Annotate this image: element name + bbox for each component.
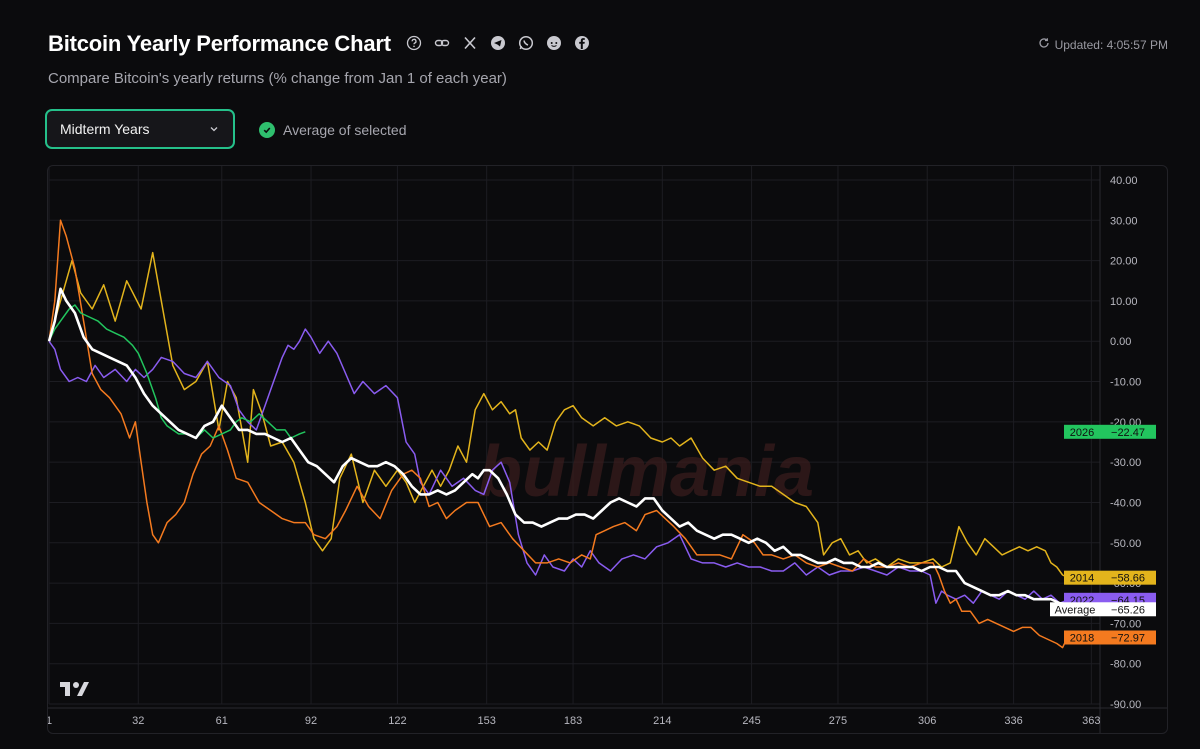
y-tick-label: -10.00 [1110, 377, 1141, 389]
tradingview-logo-icon [60, 682, 89, 696]
share-toolbar [406, 35, 590, 51]
year-group-select[interactable]: Midterm Years [45, 109, 235, 149]
x-tick-label: 336 [1004, 715, 1022, 727]
help-icon[interactable] [406, 35, 422, 51]
performance-chart[interactable]: bullmania 40.00 30.00 20.00 10.00 0.00 -10.00… [48, 166, 1167, 733]
whatsapp-icon[interactable] [518, 35, 534, 51]
y-tick-label: -80.00 [1110, 659, 1141, 671]
series-name-badge [1064, 424, 1100, 439]
series-name-badge [1050, 602, 1100, 617]
series-line-2018[interactable] [48, 219, 1069, 649]
series-value-badge [1100, 602, 1156, 617]
y-tick-label: -40.00 [1110, 497, 1141, 509]
series-value-badge [1100, 630, 1156, 645]
y-tick-label: -30.00 [1110, 457, 1141, 469]
y-tick-label: 10.00 [1110, 296, 1138, 308]
x-tick-label: 61 [216, 715, 228, 727]
x-tick-label: 92 [305, 715, 317, 727]
series-line-average[interactable] [48, 287, 1069, 606]
y-tick-label: 40.00 [1110, 175, 1138, 187]
telegram-icon[interactable] [490, 35, 506, 51]
x-axis: 1 32 61 92 122 153 183 214 245 275 306 336 363 [48, 715, 1101, 727]
y-tick-label: -50.00 [1110, 538, 1141, 550]
series-line-2026[interactable] [48, 304, 306, 439]
facebook-icon[interactable] [574, 35, 590, 51]
page-subtitle: Compare Bitcoin's yearly returns (% chan… [48, 70, 507, 87]
series-name-badge [1064, 570, 1100, 585]
series-name-badge [1064, 630, 1100, 645]
year-group-select-value: Midterm Years [60, 121, 150, 137]
x-tick-label: 363 [1082, 715, 1100, 727]
series-name-label: 2018 [1070, 632, 1094, 644]
average-toggle[interactable]: Average of selected [259, 122, 407, 138]
series-value-label: −65.26 [1111, 604, 1145, 616]
series-value-badge [1100, 424, 1156, 439]
series-name-label: 2014 [1070, 573, 1094, 585]
y-tick-label: -90.00 [1110, 699, 1141, 711]
link-icon[interactable] [434, 35, 450, 51]
y-tick-label: -70.00 [1110, 618, 1141, 630]
updated-indicator: Updated: 4:05:57 PM [1038, 37, 1168, 52]
x-tick-label: 245 [742, 715, 760, 727]
series-name-label: Average [1055, 604, 1096, 616]
x-tick-label: 153 [477, 715, 495, 727]
x-tick-label: 183 [564, 715, 582, 727]
refresh-icon[interactable] [1038, 37, 1050, 52]
series-value-label: −72.97 [1111, 632, 1145, 644]
series-value-badge [1100, 570, 1156, 585]
chart-panel: bullmania 40.00 30.00 20.00 10.00 0.00 -10.00… [47, 165, 1168, 734]
series-value-label: −58.66 [1111, 573, 1145, 585]
x-icon[interactable] [462, 35, 478, 51]
x-tick-label: 1 [48, 715, 52, 727]
x-tick-label: 122 [388, 715, 406, 727]
page-title: Bitcoin Yearly Performance Chart [48, 31, 391, 56]
x-tick-label: 275 [829, 715, 847, 727]
series-value-label: −22.47 [1111, 427, 1145, 439]
chevron-down-icon [209, 121, 219, 137]
x-tick-label: 214 [653, 715, 671, 727]
chart-series [48, 219, 1069, 649]
series-name-label: 2026 [1070, 427, 1094, 439]
x-tick-label: 306 [918, 715, 936, 727]
y-tick-label: 20.00 [1110, 256, 1138, 268]
watermark-text: bullmania [478, 432, 814, 512]
updated-text: Updated: 4:05:57 PM [1054, 37, 1168, 52]
average-toggle-label: Average of selected [283, 122, 407, 138]
y-tick-label: 30.00 [1110, 215, 1138, 227]
reddit-icon[interactable] [546, 35, 562, 51]
check-circle-icon [259, 122, 275, 138]
x-tick-label: 32 [132, 715, 144, 727]
y-tick-label: 0.00 [1110, 336, 1131, 348]
